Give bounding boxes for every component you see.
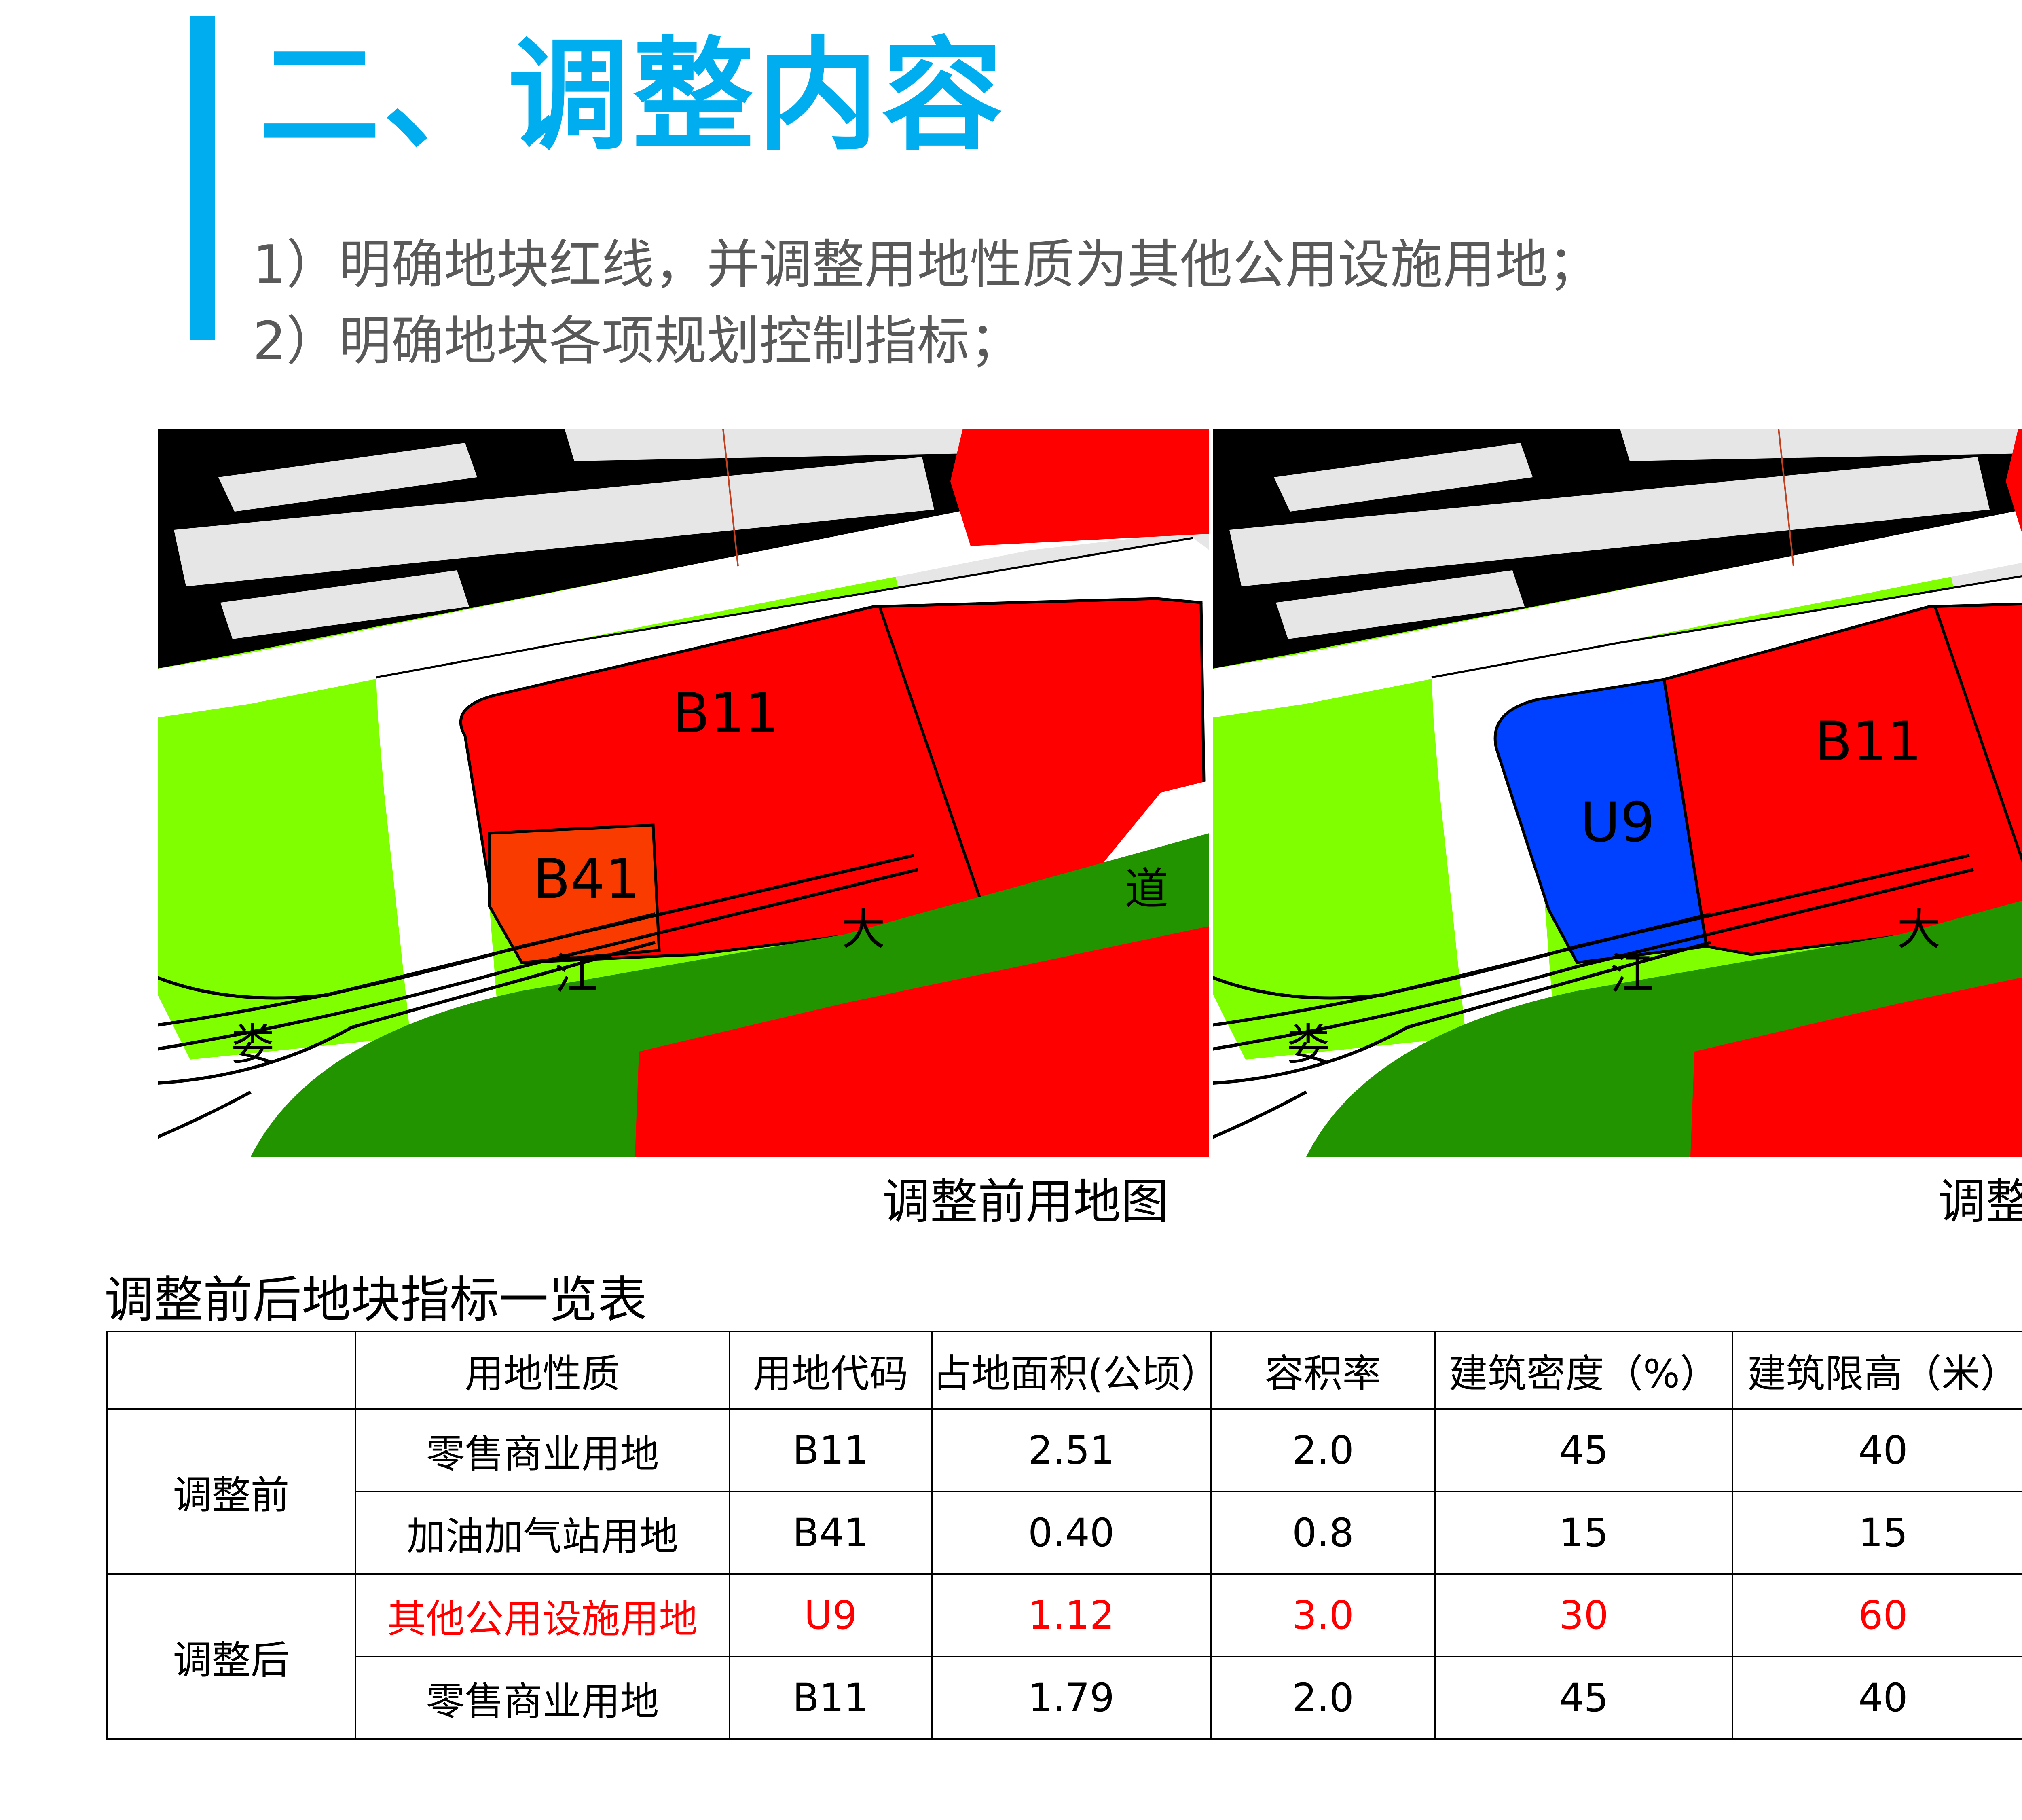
building-strip-4 (220, 570, 469, 639)
road-char-2: 江 (554, 949, 598, 999)
building-strip-1 (1274, 443, 1533, 512)
road-white-upper (1213, 510, 2022, 718)
header-code: 用地代码 (729, 1331, 933, 1410)
cell-height: 40 (1732, 1408, 2022, 1492)
map-after-caption: 调整后用地图 (1937, 1174, 2022, 1230)
road-edge-line-1 (1431, 575, 2022, 679)
table-row: 零售商业用地 B11 1.79 2.0 45 40 20 (107, 1656, 2022, 1740)
building-strip-1 (218, 443, 477, 512)
parcel-red-topright (950, 429, 1209, 546)
cell-nature: 零售商业用地 (355, 1656, 730, 1740)
cell-nature: 零售商业用地 (355, 1408, 730, 1492)
building-strip-3 (1229, 457, 1990, 586)
cell-code: B11 (729, 1408, 933, 1492)
building-strip-2 (565, 429, 991, 461)
parcel-label-b41: B41 (533, 847, 640, 911)
table-row: 调整前 零售商业用地 B11 2.51 2.0 45 40 20 (106, 1408, 2022, 1575)
parcel-divider-line (1933, 606, 2022, 864)
road-line-5 (158, 1090, 252, 1139)
header-nature: 用地性质 (355, 1331, 730, 1410)
cell-area: 1.79 (931, 1656, 1212, 1740)
table-header-row: 用地性质 用地代码 占地面积(公顷） 容积率 建筑密度（%） 建筑限高（米） 绿… (106, 1331, 2022, 1410)
bullet-list: 1）明确地块红线，并调整用地性质为其他公用设施用地； 2）明确地块各项规划控制指… (253, 226, 1601, 379)
phase-label-after: 调整后 (106, 1573, 356, 1740)
header-far: 容积率 (1210, 1331, 1436, 1410)
parcel-label-b11: B11 (1815, 710, 1922, 773)
header-phase (106, 1331, 356, 1410)
cell-far: 0.8 (1210, 1491, 1436, 1575)
page-title: 二、调整内容 (259, 25, 1006, 167)
map-before-caption: 调整前用地图 (882, 1174, 1169, 1230)
reference-line (722, 429, 739, 567)
cell-density: 45 (1434, 1656, 1733, 1740)
parcel-red-topright (2006, 429, 2022, 533)
parcel-red-lower (635, 926, 1209, 1157)
map-before-svg: B11 B41 娄 江 大 道 (158, 429, 1209, 1157)
road-line-3 (158, 941, 656, 1085)
cell-area: 2.51 (931, 1408, 1212, 1492)
building-strip-2 (1620, 429, 2022, 461)
road-char-2: 江 (1610, 949, 1654, 999)
table-row-highlighted: 调整后 其他公用设施用地 U9 1.12 3.0 30 60 20 (106, 1573, 2022, 1740)
cell-density: 15 (1434, 1491, 1733, 1575)
road-line-4 (1213, 912, 1711, 1000)
cell-code: B11 (729, 1656, 933, 1740)
title-accent-bar (190, 16, 215, 340)
road-edge-line-1 (376, 537, 1193, 679)
map-after-svg: U9 B11 娄 江 大 道 (1213, 429, 2022, 1157)
cell-area: 0.40 (931, 1491, 1212, 1575)
phase-label-before: 调整前 (106, 1408, 356, 1575)
indicators-table: 用地性质 用地代码 占地面积(公顷） 容积率 建筑密度（%） 建筑限高（米） 绿… (106, 1331, 2022, 1740)
map-after-adjustment[interactable]: U9 B11 娄 江 大 道 (1213, 429, 2022, 1157)
header-height: 建筑限高（米） (1732, 1331, 2022, 1410)
table-row: 加油加气站用地 B41 0.40 0.8 15 15 25 (107, 1491, 2022, 1575)
cell-height: 15 (1732, 1491, 2022, 1575)
parcel-label-b11: B11 (673, 681, 779, 745)
road-char-3: 大 (1897, 904, 1941, 955)
bullet-item-2: 2）明确地块各项规划控制指标； (253, 310, 1022, 372)
cell-code: U9 (729, 1573, 933, 1657)
cell-nature: 加油加气站用地 (355, 1491, 730, 1575)
header-density: 建筑密度（%） (1434, 1331, 1733, 1410)
cell-far: 2.0 (1210, 1408, 1436, 1492)
cell-height: 60 (1732, 1573, 2022, 1657)
road-line-2 (158, 868, 918, 1051)
header-area: 占地面积(公顷） (931, 1331, 1219, 1410)
cell-height: 40 (1732, 1656, 2022, 1740)
parcel-red-lower (1690, 977, 2022, 1157)
bullet-item-1: 1）明确地块红线，并调整用地性质为其他公用设施用地； (253, 234, 1601, 295)
building-strip-3 (174, 457, 934, 586)
table-caption: 调整前后地块指标一览表 (104, 1271, 647, 1329)
cell-code: B41 (729, 1491, 933, 1575)
cell-far: 2.0 (1210, 1656, 1436, 1740)
map-before-adjustment[interactable]: B11 B41 娄 江 大 道 (158, 429, 1209, 1157)
road-white-upper (158, 481, 1209, 718)
cell-density: 30 (1434, 1573, 1733, 1657)
building-strip-4 (1276, 570, 1525, 639)
road-char-3: 大 (842, 904, 885, 955)
parcel-b41[interactable] (488, 823, 661, 964)
road-char-1: 娄 (1286, 1020, 1330, 1070)
reference-line (1778, 429, 1794, 567)
road-char-1: 娄 (231, 1020, 275, 1070)
parcel-label-u9: U9 (1580, 791, 1655, 854)
road-line-2 (1213, 868, 1974, 1051)
road-line-4 (158, 912, 656, 1000)
parcel-divider-line (878, 606, 988, 919)
cell-far: 3.0 (1210, 1573, 1436, 1657)
parcel-b11[interactable] (1662, 599, 2022, 956)
cell-nature: 其他公用设施用地 (355, 1573, 730, 1657)
road-char-4: 道 (1125, 864, 1168, 914)
road-line-3 (1213, 941, 1711, 1085)
road-line-5 (1213, 1090, 1307, 1139)
page-header: 二、调整内容 1）明确地块红线，并调整用地性质为其他公用设施用地； 2）明确地块… (0, 0, 2022, 396)
cell-density: 45 (1434, 1408, 1733, 1492)
cell-area: 1.12 (931, 1573, 1212, 1657)
